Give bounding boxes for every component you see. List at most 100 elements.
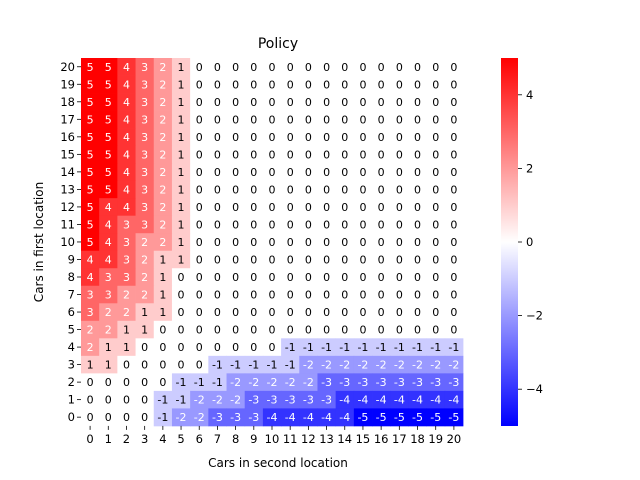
cell-value-label: 0 xyxy=(450,78,457,91)
heatmap-cell xyxy=(372,373,391,392)
heatmap-cell xyxy=(153,373,173,392)
x-tick-label: 12 xyxy=(301,432,316,446)
cell-value-label: 0 xyxy=(378,183,385,196)
heatmap-cell xyxy=(99,268,118,287)
heatmap-cell xyxy=(353,163,373,182)
heatmap-cell xyxy=(226,198,246,217)
heatmap-cell xyxy=(262,198,282,217)
heatmap-cell xyxy=(299,338,318,357)
heatmap-cell xyxy=(426,268,446,287)
cell-value-label: 0 xyxy=(359,148,366,161)
heatmap-cell xyxy=(444,233,464,252)
cell-value-label: 0 xyxy=(214,324,221,337)
cell-value-label: -2 xyxy=(303,376,314,389)
cell-value-label: -1 xyxy=(157,411,168,424)
cell-value-label: 0 xyxy=(414,289,421,302)
heatmap-cell xyxy=(281,110,300,129)
heatmap-cell xyxy=(153,320,173,339)
cell-value-label: 0 xyxy=(105,394,112,407)
y-tick-label: 12 xyxy=(60,200,75,214)
cell-value-label: 0 xyxy=(214,183,221,196)
cell-value-label: 0 xyxy=(396,113,403,126)
cell-value-label: -2 xyxy=(212,394,223,407)
cell-value-label: 0 xyxy=(432,289,439,302)
cell-value-label: 2 xyxy=(159,183,166,196)
cell-value-label: 5 xyxy=(87,78,94,91)
heatmap-cell xyxy=(390,110,409,129)
cell-value-label: 2 xyxy=(159,218,166,231)
cell-value-label: 2 xyxy=(105,306,112,319)
cell-value-label: 0 xyxy=(287,218,294,231)
heatmap-cell xyxy=(135,408,155,427)
heatmap-cell xyxy=(171,355,191,374)
cell-value-label: 0 xyxy=(141,341,148,354)
heatmap-cell xyxy=(244,180,264,199)
cell-value-label: 3 xyxy=(105,271,112,284)
heatmap-cell xyxy=(190,408,209,427)
cell-value-label: 0 xyxy=(414,78,421,91)
cell-value-label: 0 xyxy=(396,324,403,337)
cell-value-label: 0 xyxy=(214,78,221,91)
cell-value-label: 0 xyxy=(269,131,276,144)
cell-value-label: 0 xyxy=(269,253,276,266)
x-tick-label: 15 xyxy=(356,432,371,446)
heatmap-cell xyxy=(190,180,209,199)
heatmap-cell xyxy=(408,163,428,182)
heatmap-cell xyxy=(99,285,118,304)
cell-value-label: -1 xyxy=(230,359,241,372)
x-tick-label: 11 xyxy=(283,432,298,446)
heatmap-cell xyxy=(444,408,464,427)
cell-value-label: 0 xyxy=(450,183,457,196)
cell-value-label: -5 xyxy=(412,411,423,424)
heatmap-cell xyxy=(317,75,337,94)
cell-value-label: 0 xyxy=(123,394,130,407)
heatmap-cell xyxy=(299,355,318,374)
heatmap-cell xyxy=(244,93,264,111)
cell-value-label: 0 xyxy=(359,166,366,179)
heatmap-cell xyxy=(208,355,227,374)
cell-value-label: 1 xyxy=(178,236,185,249)
cell-value-label: 0 xyxy=(323,183,330,196)
cell-value-label: 0 xyxy=(305,148,312,161)
heatmap-cell xyxy=(190,128,209,146)
heatmap-cell xyxy=(244,58,264,76)
cell-value-label: 0 xyxy=(414,113,421,126)
cell-value-label: 0 xyxy=(359,218,366,231)
heatmap-cell xyxy=(208,110,227,129)
heatmap-cell xyxy=(244,373,264,392)
heatmap-cell xyxy=(408,303,428,322)
heatmap-cell xyxy=(262,233,282,252)
heatmap-cell xyxy=(317,390,337,409)
cell-value-label: 0 xyxy=(287,131,294,144)
heatmap-cell xyxy=(408,110,428,129)
cell-value-label: 2 xyxy=(123,306,130,319)
heatmap-cell xyxy=(117,75,136,94)
cell-value-label: 0 xyxy=(396,131,403,144)
heatmap-cell xyxy=(353,128,373,146)
heatmap-cell xyxy=(99,163,118,182)
heatmap-cell xyxy=(153,110,173,129)
heatmap-cell xyxy=(408,250,428,269)
heatmap-cell xyxy=(372,145,391,164)
heatmap-cell xyxy=(99,338,118,357)
heatmap-cell xyxy=(135,128,155,146)
heatmap-cell xyxy=(317,285,337,304)
cell-value-label: 0 xyxy=(196,201,203,214)
cell-value-label: 0 xyxy=(269,218,276,231)
heatmap-cell xyxy=(426,58,446,76)
heatmap-cell xyxy=(208,268,227,287)
heatmap-cell xyxy=(190,93,209,111)
cell-value-label: 0 xyxy=(269,236,276,249)
heatmap-cell xyxy=(244,75,264,94)
cell-value-label: -3 xyxy=(412,376,423,389)
cell-value-label: 0 xyxy=(305,236,312,249)
heatmap-cell xyxy=(299,268,318,287)
y-tick-label: 10 xyxy=(60,235,75,249)
heatmap-cell xyxy=(426,198,446,217)
heatmap-cell xyxy=(153,250,173,269)
cell-value-label: 0 xyxy=(396,289,403,302)
heatmap-cell xyxy=(335,180,355,199)
heatmap-cell xyxy=(390,93,409,111)
heatmap-cell xyxy=(372,250,391,269)
heatmap-cell xyxy=(208,58,227,76)
